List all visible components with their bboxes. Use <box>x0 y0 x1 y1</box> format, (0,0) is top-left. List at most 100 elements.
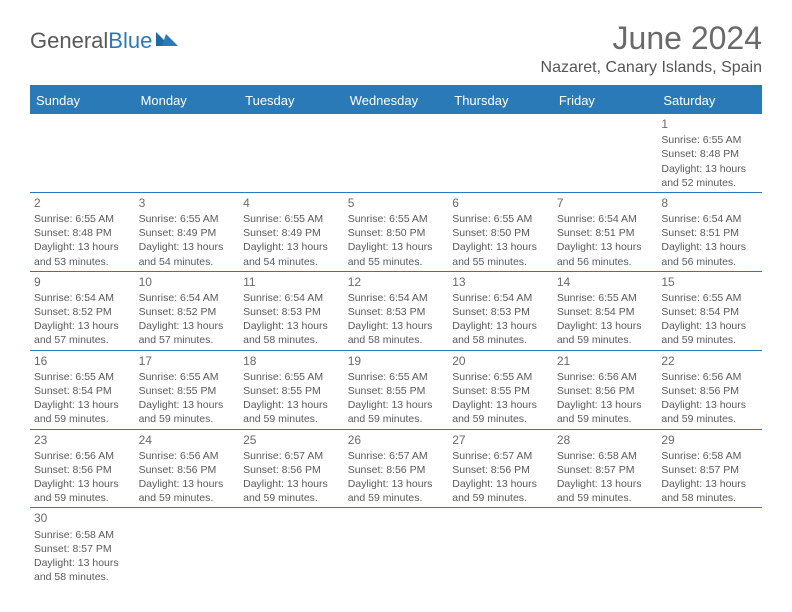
sunrise-text: Sunrise: 6:54 AM <box>34 291 133 305</box>
daylight-text: Daylight: 13 hours and 52 minutes. <box>661 162 760 190</box>
sunset-text: Sunset: 8:50 PM <box>348 226 447 240</box>
calendar-cell <box>30 114 135 192</box>
calendar-cell: 12Sunrise: 6:54 AMSunset: 8:53 PMDayligh… <box>344 271 449 350</box>
calendar-cell <box>448 508 553 586</box>
sunset-text: Sunset: 8:52 PM <box>139 305 238 319</box>
location: Nazaret, Canary Islands, Spain <box>541 59 762 77</box>
calendar-cell: 26Sunrise: 6:57 AMSunset: 8:56 PMDayligh… <box>344 429 449 508</box>
sunset-text: Sunset: 8:55 PM <box>452 384 551 398</box>
calendar-row: 30Sunrise: 6:58 AMSunset: 8:57 PMDayligh… <box>30 508 762 586</box>
calendar-cell: 28Sunrise: 6:58 AMSunset: 8:57 PMDayligh… <box>553 429 658 508</box>
daylight-text: Daylight: 13 hours and 53 minutes. <box>34 240 133 268</box>
sunset-text: Sunset: 8:54 PM <box>557 305 656 319</box>
sunrise-text: Sunrise: 6:58 AM <box>557 449 656 463</box>
day-number: 28 <box>557 432 656 448</box>
calendar-cell: 11Sunrise: 6:54 AMSunset: 8:53 PMDayligh… <box>239 271 344 350</box>
sunrise-text: Sunrise: 6:56 AM <box>34 449 133 463</box>
sunset-text: Sunset: 8:48 PM <box>34 226 133 240</box>
day-number: 12 <box>348 274 447 290</box>
day-number: 14 <box>557 274 656 290</box>
calendar-row: 1Sunrise: 6:55 AMSunset: 8:48 PMDaylight… <box>30 114 762 192</box>
weekday-header: Tuesday <box>239 86 344 114</box>
day-number: 29 <box>661 432 760 448</box>
sunrise-text: Sunrise: 6:58 AM <box>34 528 133 542</box>
calendar-cell: 29Sunrise: 6:58 AMSunset: 8:57 PMDayligh… <box>657 429 762 508</box>
calendar-cell: 1Sunrise: 6:55 AMSunset: 8:48 PMDaylight… <box>657 114 762 192</box>
calendar-row: 2Sunrise: 6:55 AMSunset: 8:48 PMDaylight… <box>30 192 762 271</box>
daylight-text: Daylight: 13 hours and 58 minutes. <box>348 319 447 347</box>
sunset-text: Sunset: 8:55 PM <box>348 384 447 398</box>
daylight-text: Daylight: 13 hours and 59 minutes. <box>452 477 551 505</box>
sunset-text: Sunset: 8:49 PM <box>243 226 342 240</box>
calendar-cell: 18Sunrise: 6:55 AMSunset: 8:55 PMDayligh… <box>239 350 344 429</box>
daylight-text: Daylight: 13 hours and 54 minutes. <box>243 240 342 268</box>
calendar-cell: 15Sunrise: 6:55 AMSunset: 8:54 PMDayligh… <box>657 271 762 350</box>
daylight-text: Daylight: 13 hours and 58 minutes. <box>661 477 760 505</box>
daylight-text: Daylight: 13 hours and 57 minutes. <box>34 319 133 347</box>
calendar-cell: 4Sunrise: 6:55 AMSunset: 8:49 PMDaylight… <box>239 192 344 271</box>
sunset-text: Sunset: 8:53 PM <box>452 305 551 319</box>
sunrise-text: Sunrise: 6:55 AM <box>348 370 447 384</box>
day-number: 11 <box>243 274 342 290</box>
sunset-text: Sunset: 8:56 PM <box>34 463 133 477</box>
daylight-text: Daylight: 13 hours and 58 minutes. <box>34 556 133 584</box>
calendar-cell: 22Sunrise: 6:56 AMSunset: 8:56 PMDayligh… <box>657 350 762 429</box>
day-number: 17 <box>139 353 238 369</box>
calendar-cell: 17Sunrise: 6:55 AMSunset: 8:55 PMDayligh… <box>135 350 240 429</box>
day-number: 25 <box>243 432 342 448</box>
calendar-row: 23Sunrise: 6:56 AMSunset: 8:56 PMDayligh… <box>30 429 762 508</box>
sunrise-text: Sunrise: 6:55 AM <box>348 212 447 226</box>
weekday-header: Saturday <box>657 86 762 114</box>
daylight-text: Daylight: 13 hours and 56 minutes. <box>557 240 656 268</box>
calendar-cell: 3Sunrise: 6:55 AMSunset: 8:49 PMDaylight… <box>135 192 240 271</box>
sunrise-text: Sunrise: 6:57 AM <box>348 449 447 463</box>
title-block: June 2024 Nazaret, Canary Islands, Spain <box>541 20 762 77</box>
sunset-text: Sunset: 8:53 PM <box>348 305 447 319</box>
sunrise-text: Sunrise: 6:55 AM <box>243 212 342 226</box>
daylight-text: Daylight: 13 hours and 59 minutes. <box>34 477 133 505</box>
daylight-text: Daylight: 13 hours and 59 minutes. <box>557 477 656 505</box>
sunset-text: Sunset: 8:57 PM <box>557 463 656 477</box>
calendar-cell: 27Sunrise: 6:57 AMSunset: 8:56 PMDayligh… <box>448 429 553 508</box>
daylight-text: Daylight: 13 hours and 54 minutes. <box>139 240 238 268</box>
day-number: 5 <box>348 195 447 211</box>
daylight-text: Daylight: 13 hours and 59 minutes. <box>348 477 447 505</box>
day-number: 27 <box>452 432 551 448</box>
sunrise-text: Sunrise: 6:54 AM <box>452 291 551 305</box>
calendar-cell: 14Sunrise: 6:55 AMSunset: 8:54 PMDayligh… <box>553 271 658 350</box>
daylight-text: Daylight: 13 hours and 57 minutes. <box>139 319 238 347</box>
weekday-header: Sunday <box>30 86 135 114</box>
sunrise-text: Sunrise: 6:55 AM <box>452 370 551 384</box>
daylight-text: Daylight: 13 hours and 58 minutes. <box>243 319 342 347</box>
day-number: 21 <box>557 353 656 369</box>
calendar-cell: 10Sunrise: 6:54 AMSunset: 8:52 PMDayligh… <box>135 271 240 350</box>
weekday-header: Thursday <box>448 86 553 114</box>
day-number: 3 <box>139 195 238 211</box>
daylight-text: Daylight: 13 hours and 59 minutes. <box>557 398 656 426</box>
day-number: 24 <box>139 432 238 448</box>
sunrise-text: Sunrise: 6:56 AM <box>557 370 656 384</box>
daylight-text: Daylight: 13 hours and 59 minutes. <box>139 477 238 505</box>
brand-logo: GeneralBlue <box>30 28 182 54</box>
calendar-row: 16Sunrise: 6:55 AMSunset: 8:54 PMDayligh… <box>30 350 762 429</box>
calendar-cell <box>344 508 449 586</box>
daylight-text: Daylight: 13 hours and 59 minutes. <box>661 319 760 347</box>
calendar-cell: 5Sunrise: 6:55 AMSunset: 8:50 PMDaylight… <box>344 192 449 271</box>
calendar-cell <box>239 114 344 192</box>
day-number: 18 <box>243 353 342 369</box>
daylight-text: Daylight: 13 hours and 59 minutes. <box>557 319 656 347</box>
daylight-text: Daylight: 13 hours and 59 minutes. <box>34 398 133 426</box>
daylight-text: Daylight: 13 hours and 55 minutes. <box>348 240 447 268</box>
calendar-table: Sunday Monday Tuesday Wednesday Thursday… <box>30 85 762 586</box>
brand-name-left: General <box>30 28 108 53</box>
calendar-cell: 20Sunrise: 6:55 AMSunset: 8:55 PMDayligh… <box>448 350 553 429</box>
day-number: 2 <box>34 195 133 211</box>
sunset-text: Sunset: 8:54 PM <box>661 305 760 319</box>
daylight-text: Daylight: 13 hours and 55 minutes. <box>452 240 551 268</box>
weekday-header-row: Sunday Monday Tuesday Wednesday Thursday… <box>30 86 762 114</box>
sunrise-text: Sunrise: 6:55 AM <box>139 212 238 226</box>
calendar-cell: 30Sunrise: 6:58 AMSunset: 8:57 PMDayligh… <box>30 508 135 586</box>
day-number: 26 <box>348 432 447 448</box>
calendar-cell: 21Sunrise: 6:56 AMSunset: 8:56 PMDayligh… <box>553 350 658 429</box>
day-number: 9 <box>34 274 133 290</box>
